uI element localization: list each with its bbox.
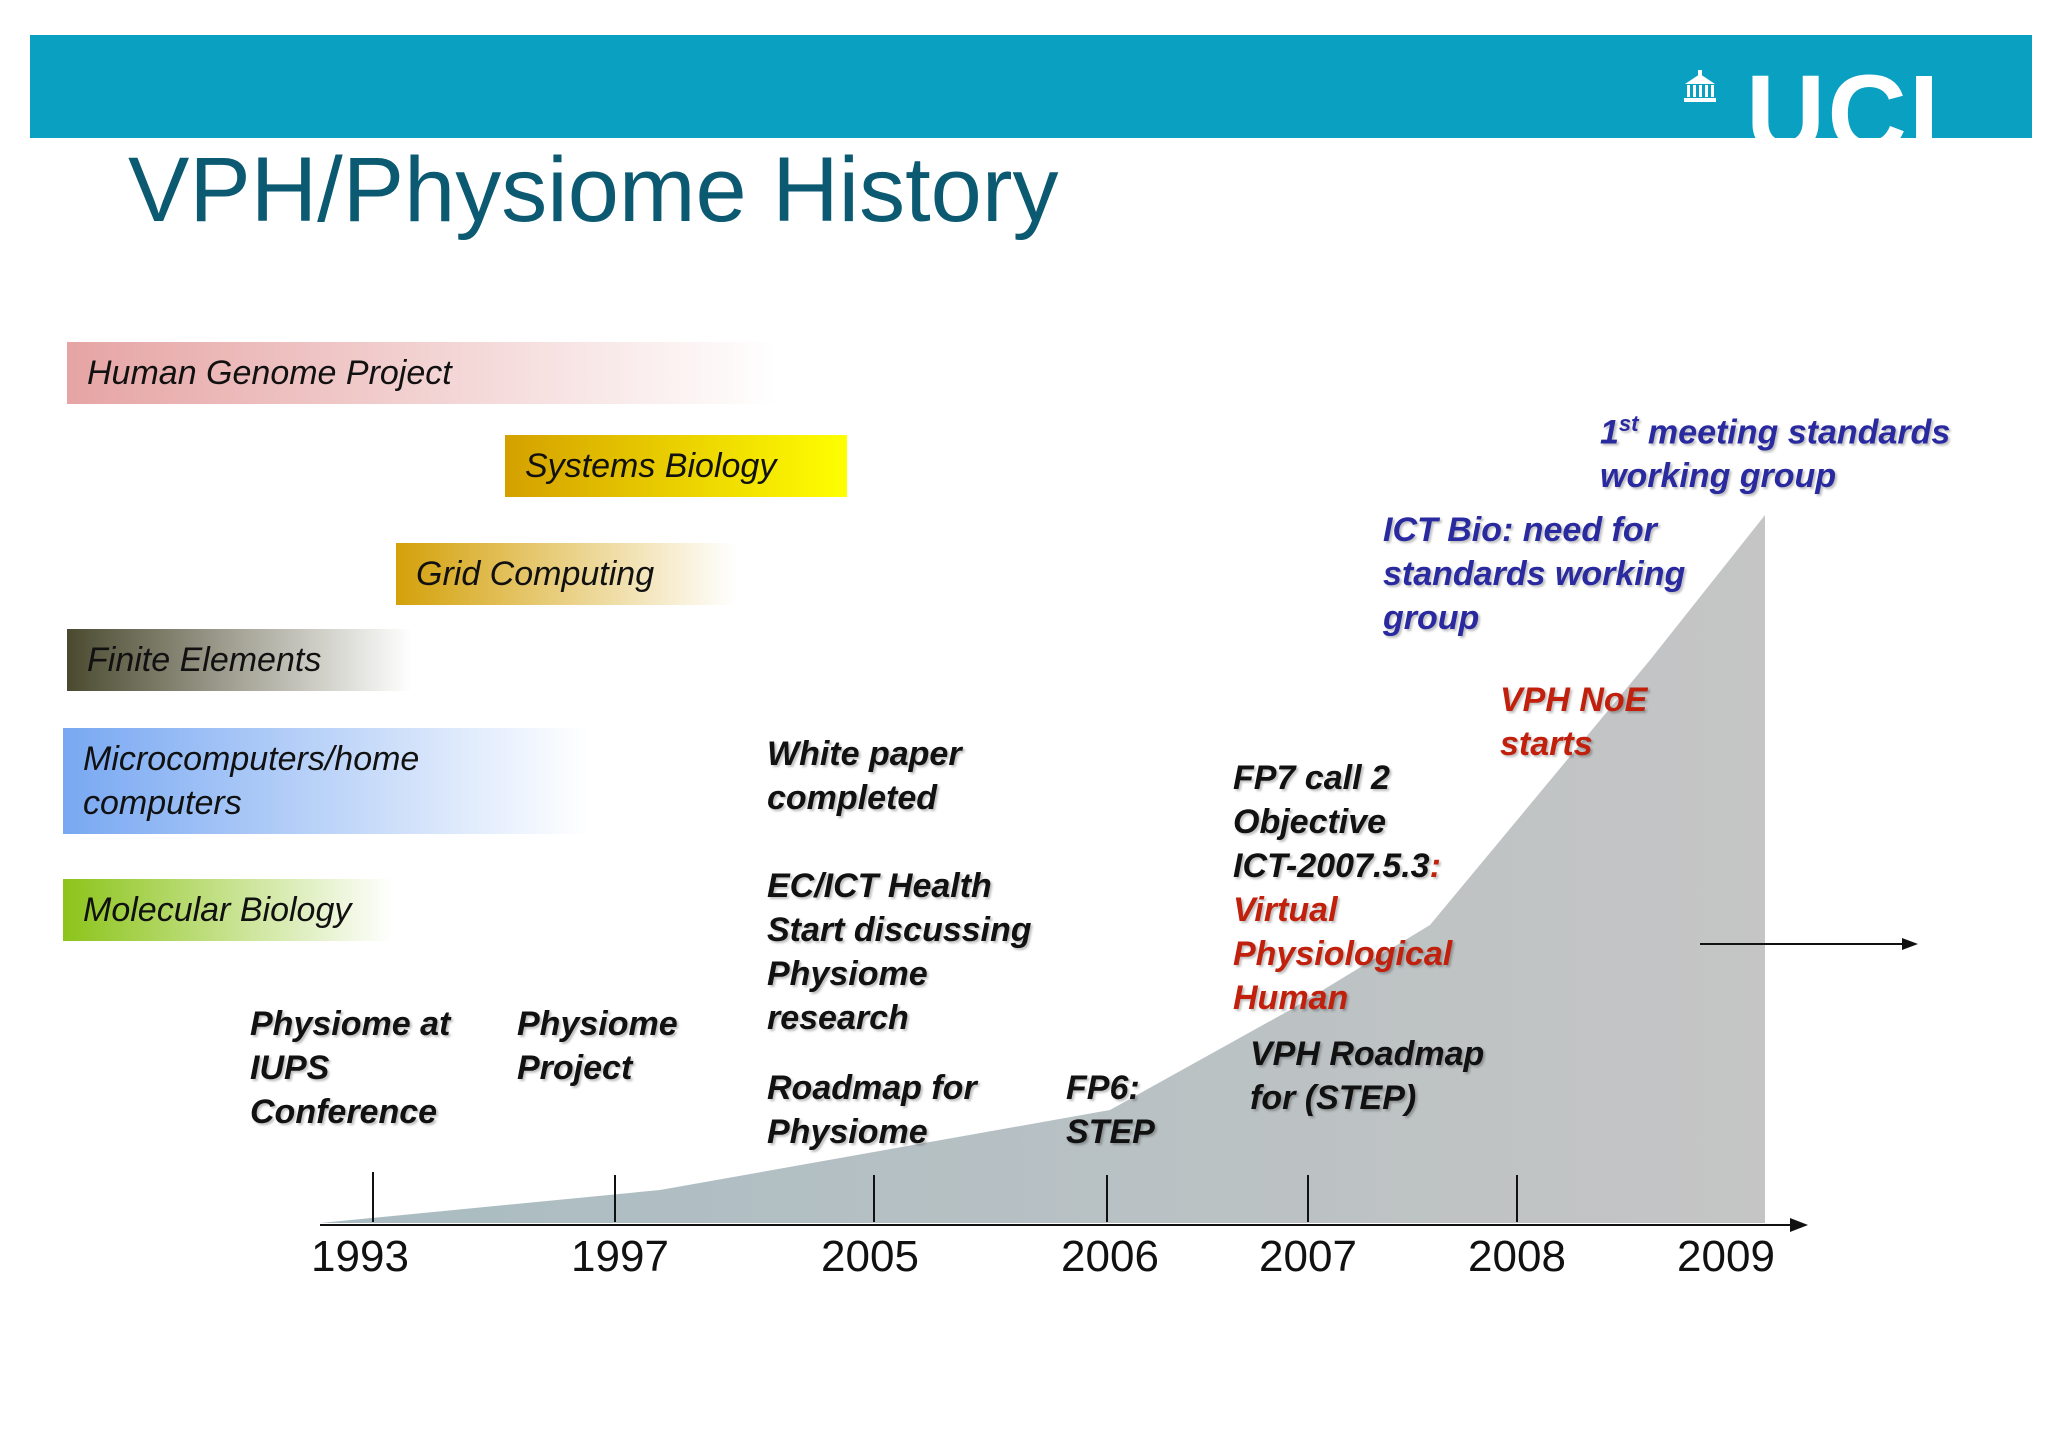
event-ec-ict-health: EC/ICT Health Start discussing Physiome res… xyxy=(767,867,1032,1037)
event-vph-noe: VPH NoE starts xyxy=(1500,681,1648,763)
axis-arrowhead xyxy=(1790,1218,1808,1232)
event-ict-bio: ICT Bio: need for standards working group xyxy=(1383,511,1686,637)
growth-area xyxy=(320,515,1765,1223)
year-label-2007: 2007 xyxy=(1259,1232,1357,1281)
event-physiome-project: Physiome Project xyxy=(517,1005,678,1087)
year-ticks xyxy=(372,1172,1518,1222)
event-white-paper: White paper completed xyxy=(767,735,962,817)
band-label: Molecular Biology xyxy=(83,890,352,929)
band-label: Grid Computing xyxy=(416,554,655,593)
ucl-logo: UCL xyxy=(1745,60,1978,138)
year-label-1997: 1997 xyxy=(571,1232,669,1281)
event-fp6-step: FP6: STEP xyxy=(1066,1069,1155,1151)
band-molecular-biology: Molecular Biology xyxy=(63,879,393,941)
page-title: VPH/Physiome History xyxy=(128,139,1059,241)
year-label-2005: 2005 xyxy=(821,1232,919,1281)
band-human-genome: Human Genome Project xyxy=(67,342,777,404)
event-iups: Physiome at IUPS Conference xyxy=(250,1005,451,1131)
event-roadmap-physiome: Roadmap for Physiome xyxy=(767,1069,977,1151)
band-label: Finite Elements xyxy=(87,640,322,679)
ucl-portico-icon xyxy=(1684,70,1716,102)
band-label: Human Genome Project xyxy=(87,353,452,392)
year-label-2006: 2006 xyxy=(1061,1232,1159,1281)
band-systems-biology: Systems Biology xyxy=(505,435,847,497)
right-arrow-head xyxy=(1902,938,1918,950)
event-first-meeting: 1st meeting standards working group xyxy=(1600,411,1951,496)
band-label-line2: computers xyxy=(83,784,242,822)
band-label: Systems Biology xyxy=(525,446,777,485)
band-label-line1: Microcomputers/home xyxy=(83,739,420,778)
event-fp7-call2: FP7 call 2 Objective ICT-2007.5.3: Virtu… xyxy=(1233,759,1453,1017)
year-label-2008: 2008 xyxy=(1468,1232,1566,1281)
band-grid-computing: Grid Computing xyxy=(396,543,736,605)
year-label-2009: 2009 xyxy=(1677,1232,1775,1281)
year-label-1993: 1993 xyxy=(311,1232,409,1281)
band-microcomputers: Microcomputers/home computers xyxy=(63,728,588,834)
band-finite-elements: Finite Elements xyxy=(67,629,412,691)
event-vph-roadmap: VPH Roadmap for (STEP) xyxy=(1250,1035,1485,1117)
header-bar xyxy=(30,35,2032,138)
